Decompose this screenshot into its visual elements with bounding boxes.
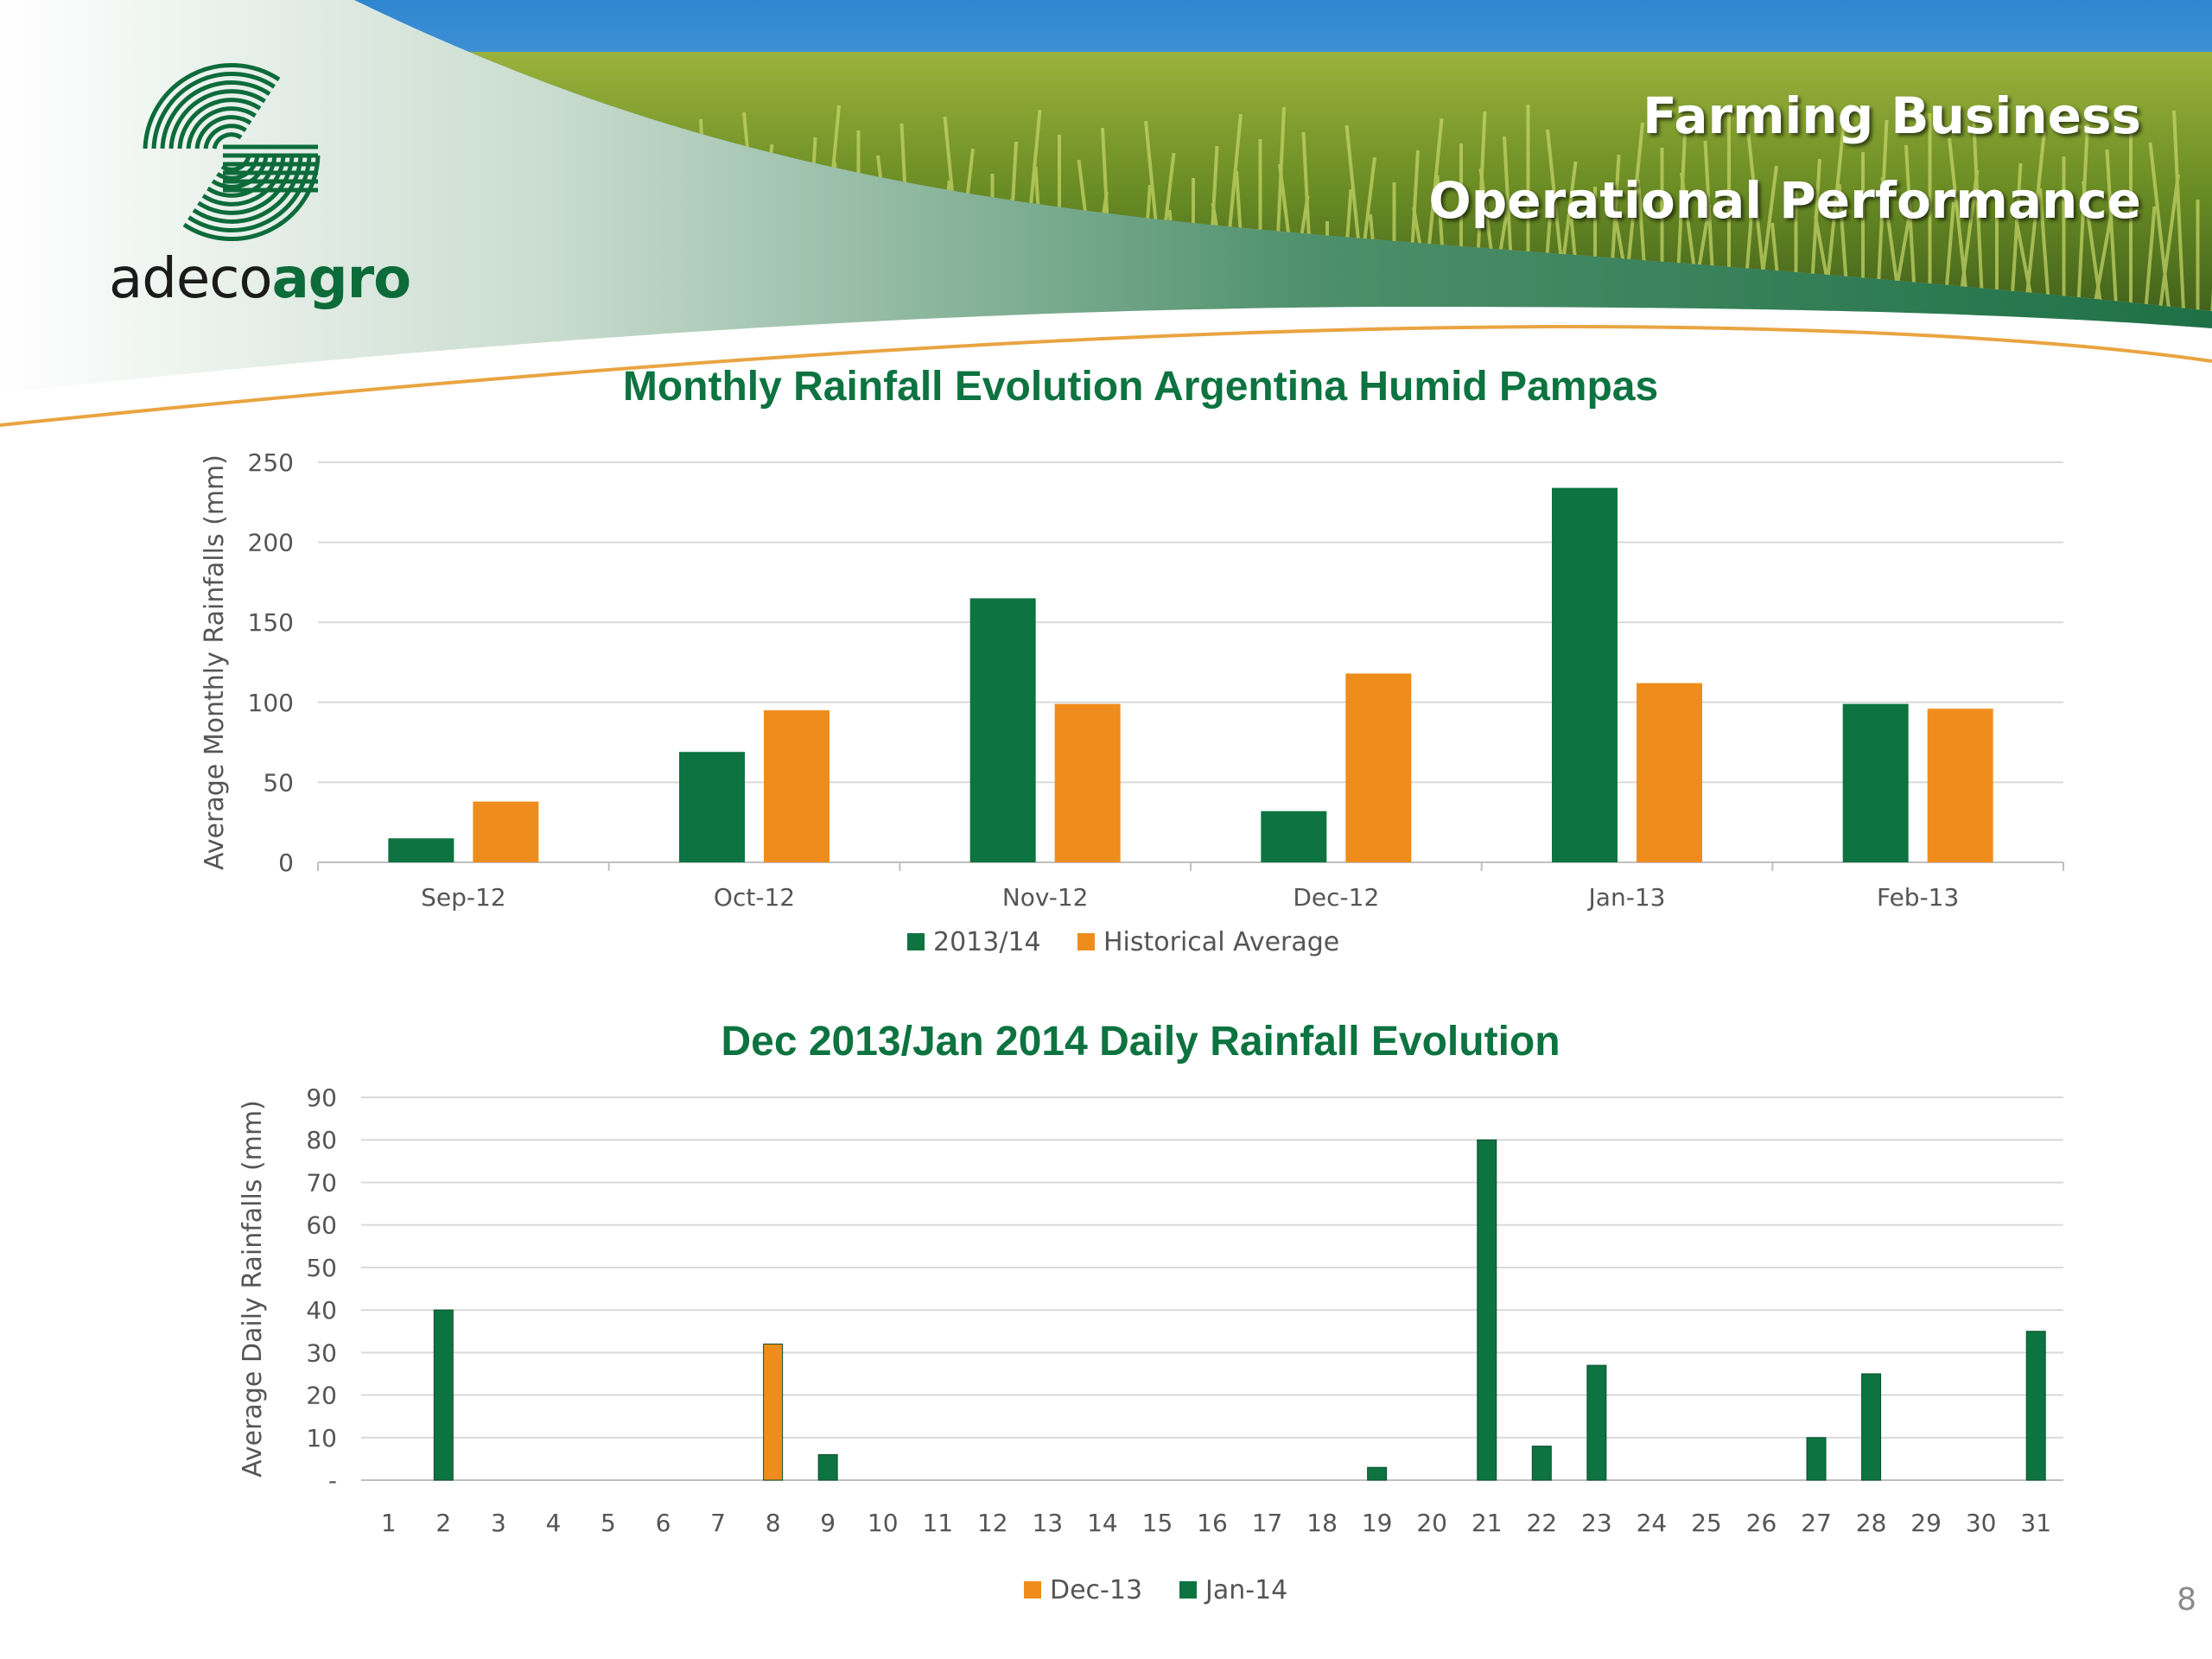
x-tick-label: 23 [1581,1509,1612,1537]
chart2-title: Dec 2013/Jan 2014 Daily Rainfall Evoluti… [721,1019,1560,1065]
x-tick-label: 24 [1637,1509,1668,1537]
bar-2013-14 [1261,810,1327,862]
x-tick-label: Dec-12 [1293,883,1379,912]
x-tick-label: Nov-12 [1002,883,1089,912]
x-tick-label: 15 [1142,1509,1173,1537]
chart1-title: Monthly Rainfall Evolution Argentina Hum… [622,364,1659,410]
x-tick-label: 19 [1362,1509,1393,1537]
y-tick-label: 10 [306,1424,337,1452]
legend-swatch [1179,1581,1197,1599]
logo-mark [143,62,321,242]
y-tick-label: 80 [306,1126,337,1154]
x-tick-label: Feb-13 [1877,883,1959,912]
y-tick-label: 200 [248,529,294,557]
bar-jan-14 [1861,1373,1882,1481]
header-banner [0,0,2212,449]
y-tick-label: 100 [248,689,294,717]
legend-label: Dec-13 [1050,1575,1142,1605]
legend-label: Jan-14 [1204,1575,1287,1605]
x-tick-label: 10 [868,1509,899,1537]
monthly-rainfall-chart: 0 50 100 150 200 250 Average Monthly Rainfalls… [200,448,2064,957]
x-tick-label: 28 [1856,1509,1887,1537]
x-tick-label: 7 [710,1509,726,1537]
bar-jan-14 [1477,1139,1497,1481]
x-tick-label: 31 [2020,1509,2051,1537]
bar-historical-average [1345,673,1412,862]
logo-wordmark: adecoagro [109,247,412,311]
bar-historical-average [1637,683,1702,862]
y-tick-label: 90 [306,1084,337,1112]
x-tick-label: 16 [1197,1509,1228,1537]
bar-2013-14 [388,838,454,862]
bar-jan-14 [433,1309,454,1481]
bar-jan-14 [1531,1446,1552,1481]
y-tick-label: - [328,1466,337,1495]
x-tick-label: 6 [656,1509,671,1537]
bar-historical-average [1927,709,1993,862]
x-tick-label: 21 [1471,1509,1503,1537]
bar-jan-14 [1367,1466,1388,1481]
x-tick-label: 11 [922,1509,953,1537]
bar-2013-14 [969,598,1036,862]
x-tick-label: 5 [601,1509,616,1537]
x-tick-label: 20 [1416,1509,1447,1537]
bar-jan-14 [1586,1364,1607,1481]
x-tick-label: 29 [1910,1509,1942,1537]
y-tick-label: 50 [263,768,294,797]
bar-dec-13 [763,1343,784,1481]
bar-2013-14 [1842,703,1909,862]
bar-historical-average [473,801,539,862]
x-tick-label: 14 [1087,1509,1118,1537]
bar-2013-14 [679,752,745,862]
y-tick-label: 250 [248,448,294,477]
x-tick-label: 26 [1746,1509,1777,1537]
x-tick-label: 30 [1966,1509,1997,1537]
x-tick-label: Sep-12 [421,883,506,912]
x-tick-label: 27 [1801,1509,1832,1537]
page-number: 8 [2177,1582,2196,1618]
bar-jan-14 [1806,1437,1827,1481]
y-tick-label: 30 [306,1338,337,1367]
legend-swatch [907,933,925,950]
y-tick-label: 20 [306,1382,337,1410]
y-tick-label: 60 [306,1211,337,1240]
logo-word-b: agro [271,247,412,311]
legend-swatch [1077,933,1095,950]
y-axis-label: Average Daily Rainfalls (mm) [238,1100,268,1478]
header-title-line1: Farming Business [1643,86,2141,145]
x-tick-label: 9 [820,1509,836,1537]
legend-label: Historical Average [1103,927,1339,957]
legend-swatch [1024,1581,1041,1599]
y-tick-label: 50 [306,1254,337,1282]
y-tick-label: 150 [248,608,294,637]
legend-label: 2013/14 [933,927,1041,957]
bar-2013-14 [1552,487,1618,862]
x-tick-label: 3 [491,1509,506,1537]
x-tick-label: Jan-13 [1587,883,1666,912]
y-tick-label: 0 [278,849,294,877]
x-tick-label: Oct-12 [714,883,795,912]
bar-historical-average [1054,703,1121,862]
y-tick-label: 70 [306,1168,337,1197]
header-title-line2: Operational Performance [1428,171,2141,230]
bar-historical-average [764,710,830,862]
daily-rainfall-chart: - 10 20 30 40 50 60 70 80 90 Average Daily Rainfal… [238,1084,2063,1605]
x-tick-label: 13 [1033,1509,1064,1537]
x-tick-label: 18 [1306,1509,1338,1537]
logo-word-a: adeco [109,247,273,311]
y-tick-label: 40 [306,1296,337,1325]
x-tick-label: 1 [381,1509,397,1537]
x-tick-label: 25 [1691,1509,1722,1537]
bar-jan-14 [2025,1331,2046,1481]
x-tick-label: 4 [546,1509,562,1537]
x-tick-label: 22 [1526,1509,1557,1537]
x-tick-label: 8 [766,1509,781,1537]
x-tick-label: 17 [1252,1509,1283,1537]
bar-jan-14 [817,1453,838,1481]
y-axis-label: Average Monthly Rainfalls (mm) [200,454,230,870]
header-accent-line [0,324,2212,427]
x-tick-label: 12 [977,1509,1008,1537]
x-tick-label: 2 [435,1509,451,1537]
